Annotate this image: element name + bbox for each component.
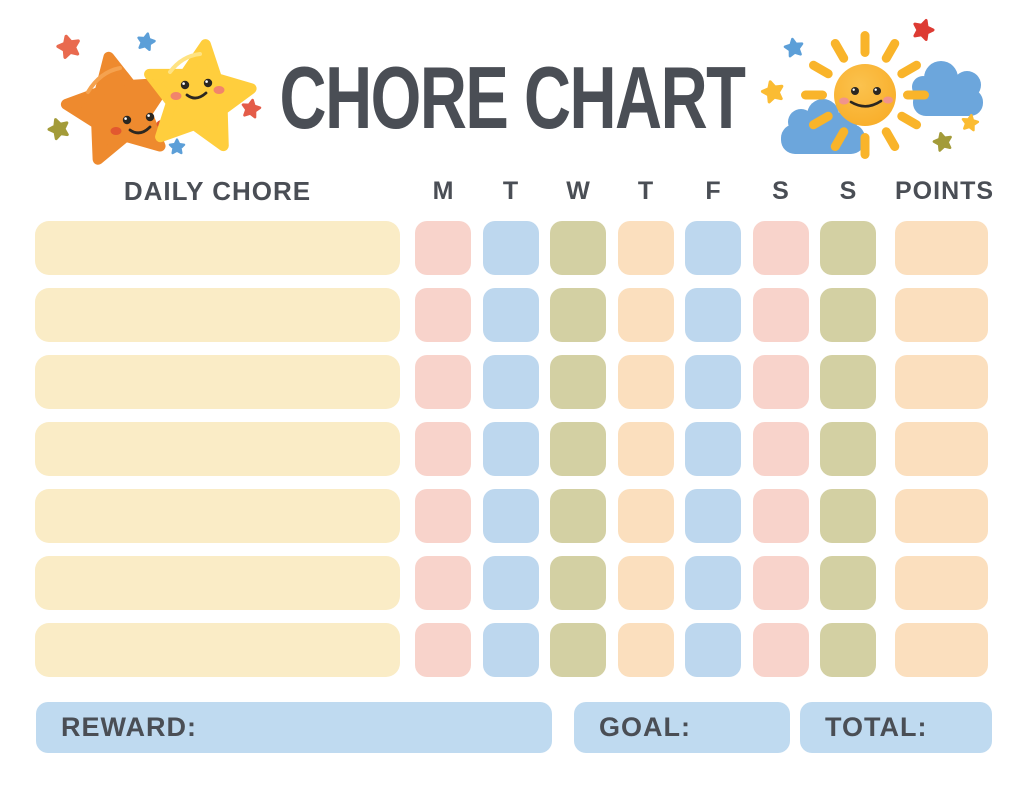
day-checkbox-cell[interactable] [482, 556, 539, 610]
day-checkbox-cell[interactable] [685, 221, 741, 275]
sun-and-clouds-icon [759, 16, 983, 159]
day-checkbox-cell[interactable] [820, 623, 876, 677]
day-header-2: W [566, 177, 590, 205]
day-checkbox-cell[interactable] [752, 556, 809, 610]
day-checkbox-cell[interactable] [617, 422, 674, 476]
points-cell[interactable] [895, 556, 988, 610]
day-checkbox-cell[interactable] [617, 489, 674, 543]
total-field[interactable]: TOTAL: [800, 702, 992, 753]
day-checkbox-cell[interactable] [482, 422, 539, 476]
day-checkbox-cell[interactable] [617, 556, 674, 610]
day-checkbox-cell[interactable] [820, 489, 876, 543]
day-checkbox-cell[interactable] [550, 355, 606, 409]
reward-field[interactable]: REWARD: [36, 702, 552, 753]
day-checkbox-cell[interactable] [415, 288, 471, 342]
chore-input-cell[interactable] [35, 221, 400, 275]
day-checkbox-cell[interactable] [617, 221, 674, 275]
day-checkbox-cell[interactable] [415, 489, 471, 543]
day-checkbox-cell[interactable] [482, 489, 539, 543]
day-checkbox-cell[interactable] [550, 221, 606, 275]
chore-input-cell[interactable] [35, 489, 400, 543]
points-cell[interactable] [895, 623, 988, 677]
yellow-star-icon [141, 37, 256, 148]
goal-field[interactable]: GOAL: [574, 702, 790, 753]
day-checkbox-cell[interactable] [617, 288, 674, 342]
chore-input-cell[interactable] [35, 288, 400, 342]
day-checkbox-cell[interactable] [685, 422, 741, 476]
points-cell[interactable] [895, 221, 988, 275]
points-cell[interactable] [895, 355, 988, 409]
page-title: CHORE CHART [279, 48, 746, 147]
day-checkbox-cell[interactable] [752, 221, 809, 275]
day-checkbox-cell[interactable] [482, 355, 539, 409]
day-checkbox-cell[interactable] [550, 489, 606, 543]
day-checkbox-cell[interactable] [482, 221, 539, 275]
day-checkbox-cell[interactable] [685, 623, 741, 677]
day-checkbox-cell[interactable] [482, 288, 539, 342]
day-checkbox-cell[interactable] [617, 355, 674, 409]
day-checkbox-cell[interactable] [550, 422, 606, 476]
day-checkbox-cell[interactable] [685, 556, 741, 610]
day-checkbox-cell[interactable] [550, 556, 606, 610]
day-checkbox-cell[interactable] [752, 288, 809, 342]
smiling-stars-icon [45, 30, 263, 180]
day-checkbox-cell[interactable] [752, 489, 809, 543]
day-header-5: S [772, 177, 789, 205]
day-checkbox-cell[interactable] [550, 288, 606, 342]
day-checkbox-cell[interactable] [550, 623, 606, 677]
day-checkbox-cell[interactable] [820, 422, 876, 476]
chore-input-cell[interactable] [35, 556, 400, 610]
points-cell[interactable] [895, 422, 988, 476]
day-checkbox-cell[interactable] [685, 489, 741, 543]
day-checkbox-cell[interactable] [415, 623, 471, 677]
day-checkbox-cell[interactable] [685, 355, 741, 409]
chore-input-cell[interactable] [35, 355, 400, 409]
day-header-0: M [432, 177, 454, 205]
chore-input-cell[interactable] [35, 422, 400, 476]
day-checkbox-cell[interactable] [820, 556, 876, 610]
day-checkbox-cell[interactable] [415, 221, 471, 275]
day-checkbox-cell[interactable] [415, 355, 471, 409]
day-checkbox-cell[interactable] [820, 355, 876, 409]
day-checkbox-cell[interactable] [752, 355, 809, 409]
day-checkbox-cell[interactable] [752, 623, 809, 677]
points-cell[interactable] [895, 288, 988, 342]
day-checkbox-cell[interactable] [482, 623, 539, 677]
sun-icon [801, 31, 929, 159]
right-cloud-icon [912, 61, 983, 116]
day-checkbox-cell[interactable] [820, 288, 876, 342]
day-checkbox-cell[interactable] [820, 221, 876, 275]
day-checkbox-cell[interactable] [685, 288, 741, 342]
day-header-6: S [839, 177, 857, 205]
points-header: POINTS [895, 177, 995, 205]
daily-chore-header: DAILY CHORE [123, 176, 312, 206]
chore-input-cell[interactable] [35, 623, 400, 677]
points-cell[interactable] [895, 489, 988, 543]
day-checkbox-cell[interactable] [415, 556, 471, 610]
day-header-1: T [502, 177, 519, 205]
day-header-4: F [705, 177, 721, 205]
day-checkbox-cell[interactable] [617, 623, 674, 677]
day-checkbox-cell[interactable] [415, 422, 471, 476]
day-checkbox-cell[interactable] [752, 422, 809, 476]
day-header-3: T [637, 177, 654, 205]
